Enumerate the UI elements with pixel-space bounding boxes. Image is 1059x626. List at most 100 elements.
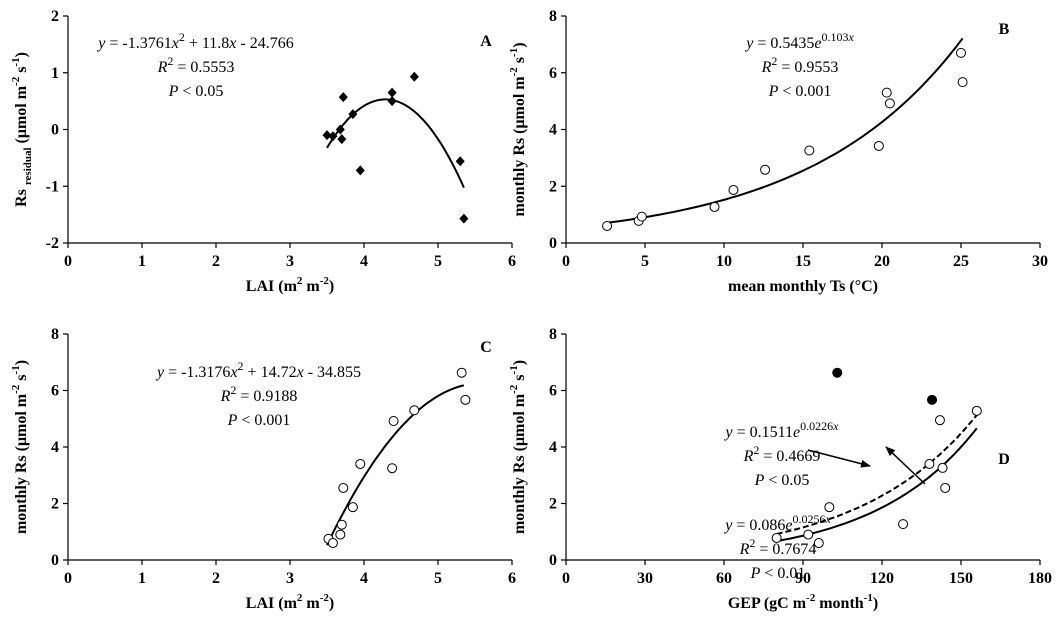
label-part: LAI (m — [246, 595, 298, 612]
label-part: -1 — [10, 365, 22, 374]
fit-curve — [326, 384, 465, 546]
y-axis-label: monthly Rs (μmol m-2 s-1) — [508, 42, 528, 216]
equation-segment: 2 — [771, 54, 777, 68]
data-point — [335, 124, 345, 135]
label-part: ) — [511, 42, 528, 47]
y-tick-label: 6 — [549, 65, 557, 82]
panel-label: D — [998, 451, 1010, 468]
label-part: GEP (gC m — [728, 595, 807, 612]
label-part: -2 — [806, 592, 816, 604]
label-part: Rs — [13, 185, 30, 207]
fit-equation-line: y = 0.086e0.0256x — [723, 512, 831, 534]
equation-segment: = 0.5435 — [753, 35, 814, 52]
x-tick-label: 0 — [562, 570, 570, 587]
x-tick-label: 20 — [874, 253, 890, 270]
y-tick-label: 8 — [549, 326, 557, 343]
equation-segment: 2 — [167, 54, 173, 68]
label-part: ) — [329, 595, 334, 612]
equation-segment: = 0.1511 — [733, 424, 793, 441]
fit-equation-line: y = -1.3761x2 + 11.8x - 24.766 — [96, 30, 293, 52]
data-point — [937, 462, 948, 473]
label-part: -2 — [320, 592, 330, 604]
label-part: 2 — [297, 275, 303, 287]
data-point — [924, 458, 935, 469]
x-tick-label: 15 — [795, 253, 811, 270]
x-tick-label: 4 — [360, 570, 368, 587]
x-tick-label: 30 — [1032, 253, 1048, 270]
equation-segment: < 0.05 — [764, 472, 809, 489]
y-tick-label: 0 — [51, 122, 59, 139]
equation-segment: e — [793, 424, 800, 441]
equation-segment: R — [157, 59, 168, 76]
data-point — [636, 211, 647, 222]
label-part: s — [511, 57, 528, 67]
equation-segment: - 34.855 — [304, 364, 361, 381]
data-point — [328, 131, 338, 142]
data-point — [387, 463, 398, 474]
equation-segment: 2 — [238, 359, 244, 373]
equation-segment: y — [724, 424, 734, 441]
y-tick-label: 6 — [549, 383, 557, 400]
y-tick-label: 0 — [549, 235, 557, 252]
x-tick-label: 25 — [953, 253, 969, 270]
equation-segment: x — [171, 35, 179, 52]
fit-equation-line: P < 0.01 — [750, 565, 806, 582]
label-part: mean monthly Ts (°C) — [728, 278, 878, 295]
x-tick-label: 5 — [434, 570, 442, 587]
equation-segment: < 0.05 — [178, 83, 223, 100]
y-tick-label: 2 — [51, 496, 59, 513]
data-point — [957, 77, 968, 88]
equation-segment: P — [768, 83, 779, 100]
data-point — [934, 415, 945, 426]
x-tick-label: 2 — [212, 253, 220, 270]
data-point — [409, 71, 419, 82]
equation-segment: R — [220, 388, 231, 405]
x-tick-label: 10 — [716, 253, 732, 270]
data-point — [459, 213, 469, 224]
y-tick-label: 4 — [549, 439, 557, 456]
equation-segment: x — [832, 419, 839, 433]
equation-segment: 0.0226 — [800, 419, 833, 433]
data-point — [455, 156, 465, 167]
x-axis-label: LAI (m2 m-2) — [246, 275, 334, 295]
fit-equation-line: P < 0.001 — [768, 83, 832, 100]
label-part: (μmol m — [13, 85, 30, 147]
x-tick-label: 0 — [64, 570, 72, 587]
equation-segment: 0.103 — [821, 30, 848, 44]
arrow-to-solid-fit — [885, 446, 926, 485]
equation-segment: R — [743, 448, 754, 465]
equation-segment: 2 — [230, 383, 236, 397]
label-part: LAI (m — [246, 278, 298, 295]
fit-equation-line: R2 = 0.9188 — [220, 383, 298, 405]
equation-segment: < 0.001 — [237, 412, 290, 429]
label-part: monthly Rs (μmol m — [511, 76, 528, 217]
data-point — [927, 394, 938, 405]
equation-segment: + 11.8 — [185, 35, 229, 52]
fit-curve — [606, 37, 964, 224]
x-tick-label: 3 — [286, 570, 294, 587]
equation-segment: x — [229, 364, 237, 381]
label-part: ) — [13, 52, 30, 57]
data-point — [832, 367, 843, 378]
equation-segment: 2 — [179, 30, 185, 44]
data-point — [387, 87, 397, 98]
fit-equation-line: R2 = 0.7674 — [739, 536, 817, 558]
y-tick-label: 6 — [51, 383, 59, 400]
equation-segment: R — [739, 541, 750, 558]
data-point — [409, 405, 420, 416]
y-tick-label: -1 — [46, 178, 59, 195]
equation-segment: = 0.086 — [732, 517, 785, 534]
equation-segment: P — [168, 83, 179, 100]
panel-b: 0 2 4 6 8 0 5 10 15 20 25 30 mean monthly Ts (°C) mon… — [508, 8, 1048, 295]
equation-segment: x — [296, 364, 304, 381]
y-tick-label: 8 — [549, 8, 557, 25]
y-tick-label: 8 — [51, 326, 59, 343]
x-tick-label: 6 — [508, 570, 516, 587]
equation-segment: y — [723, 517, 733, 534]
data-point — [971, 405, 982, 416]
data-point — [940, 482, 951, 493]
label-part: monthly Rs (μmol m — [511, 393, 528, 534]
equation-segment: e — [814, 35, 821, 52]
